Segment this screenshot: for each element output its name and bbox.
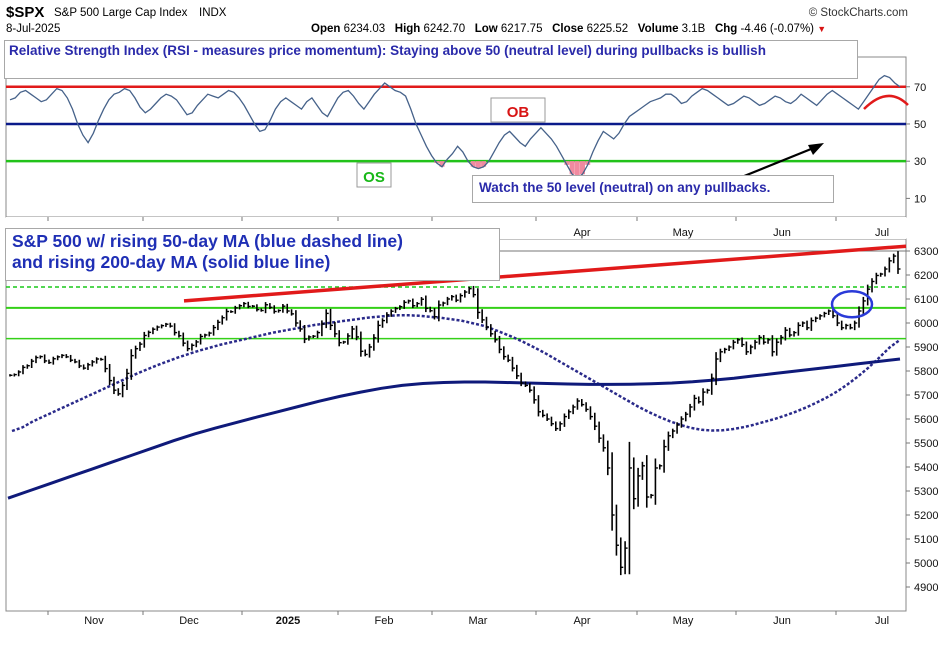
- ob-label: OB: [507, 104, 530, 121]
- price-y-tick-label: 5100: [914, 534, 938, 546]
- x-tick-label-bottom: Jul: [875, 615, 889, 627]
- price-y-tick-label: 5500: [914, 438, 938, 450]
- x-tick-label-top: Jun: [773, 227, 791, 239]
- rsi-y-tick-label: 10: [914, 193, 926, 205]
- rsi-annotation-text: Relative Strength Index (RSI - measures …: [9, 43, 766, 58]
- os-label: OS: [363, 169, 385, 186]
- high-value: 6242.70: [423, 23, 466, 35]
- price-y-tick-label: 5800: [914, 366, 938, 378]
- open-label: Open: [311, 23, 341, 35]
- index-name: S&P 500 Large Cap Index: [54, 7, 188, 19]
- volume-value: 3.1B: [681, 23, 706, 35]
- x-tick-label-bottom: Apr: [573, 615, 590, 627]
- open-value: 6234.03: [343, 23, 386, 35]
- low-label: Low: [474, 23, 498, 35]
- rsi-note-text: Watch the 50 level (neutral) on any pull…: [479, 180, 771, 195]
- rsi-note-box: Watch the 50 level (neutral) on any pull…: [472, 175, 834, 203]
- arrow-head: [808, 143, 824, 155]
- rsi-highlight-arc: [863, 94, 909, 110]
- price-annotation-box: S&P 500 w/ rising 50-day MA (blue dashed…: [5, 228, 500, 281]
- price-y-tick-label: 6300: [914, 246, 938, 258]
- source-label: © StockCharts.com: [808, 7, 908, 19]
- price-y-tick-label: 5600: [914, 414, 938, 426]
- x-tick-label-bottom: Nov: [84, 615, 104, 627]
- ohlc-row: Open 6234.03 High 6242.70 Low 6217.75 Cl…: [311, 23, 826, 35]
- chart-canvas: NovNovDecDec20252025FebFebMarMarAprAprMa…: [5, 56, 938, 627]
- price-y-tick-label: 5900: [914, 342, 938, 354]
- ma50-line: [11, 314, 901, 433]
- chg-value: -4.46 (-0.07%): [740, 23, 815, 35]
- price-y-tick-label: 6000: [914, 318, 938, 330]
- rsi-y-tick-label: 30: [914, 156, 926, 168]
- x-tick-label-top: May: [673, 227, 694, 239]
- close-label: Close: [552, 23, 584, 35]
- x-tick-label-top: Jul: [875, 227, 889, 239]
- breakout-circle: [830, 290, 874, 319]
- price-y-tick-label: 5300: [914, 486, 938, 498]
- low-value: 6217.75: [500, 23, 543, 35]
- x-tick-label-bottom: Dec: [179, 615, 199, 627]
- red-trendline: [183, 244, 907, 303]
- chart-root: $SPX S&P 500 Large Cap Index INDX 8-Jul-…: [4, 4, 938, 627]
- date-label: 8-Jul-2025: [6, 23, 61, 35]
- price-y-tick-label: 5700: [914, 390, 938, 402]
- rsi-y-tick-label: 50: [914, 119, 926, 131]
- x-tick-label-bottom: Mar: [469, 615, 488, 627]
- price-y-tick-label: 6200: [914, 270, 938, 282]
- x-tick-label-bottom: May: [673, 615, 694, 627]
- rsi-y-tick-label: 70: [914, 82, 926, 94]
- rsi-line: [9, 74, 901, 179]
- x-tick-label-bottom: Jun: [773, 615, 791, 627]
- price-annotation-line2: and rising 200-day MA (solid blue line): [12, 252, 331, 272]
- x-tick-label-top: Apr: [573, 227, 590, 239]
- ma200-line: [7, 357, 901, 500]
- rsi-annotation-box: Relative Strength Index (RSI - measures …: [4, 40, 858, 79]
- volume-label: Volume: [637, 23, 679, 35]
- price-annotation-line1: S&P 500 w/ rising 50-day MA (blue dashed…: [12, 231, 403, 251]
- ob-label-box: [490, 97, 546, 123]
- price-y-tick-label: 5200: [914, 510, 938, 522]
- price-y-tick-label: 6100: [914, 294, 938, 306]
- chg-down-icon: ▼: [817, 24, 827, 34]
- exchange-label: INDX: [199, 7, 227, 19]
- symbol-title: $SPX: [6, 4, 45, 21]
- price-y-tick-label: 4900: [914, 582, 938, 594]
- high-label: High: [394, 23, 421, 35]
- x-tick-label-bottom: 2025: [276, 615, 300, 627]
- price-y-tick-label: 5000: [914, 558, 938, 570]
- close-value: 6225.52: [586, 23, 629, 35]
- x-tick-label-bottom: Feb: [375, 615, 394, 627]
- chg-label: Chg: [714, 23, 738, 35]
- os-label-box: [356, 162, 392, 188]
- price-y-tick-label: 5400: [914, 462, 938, 474]
